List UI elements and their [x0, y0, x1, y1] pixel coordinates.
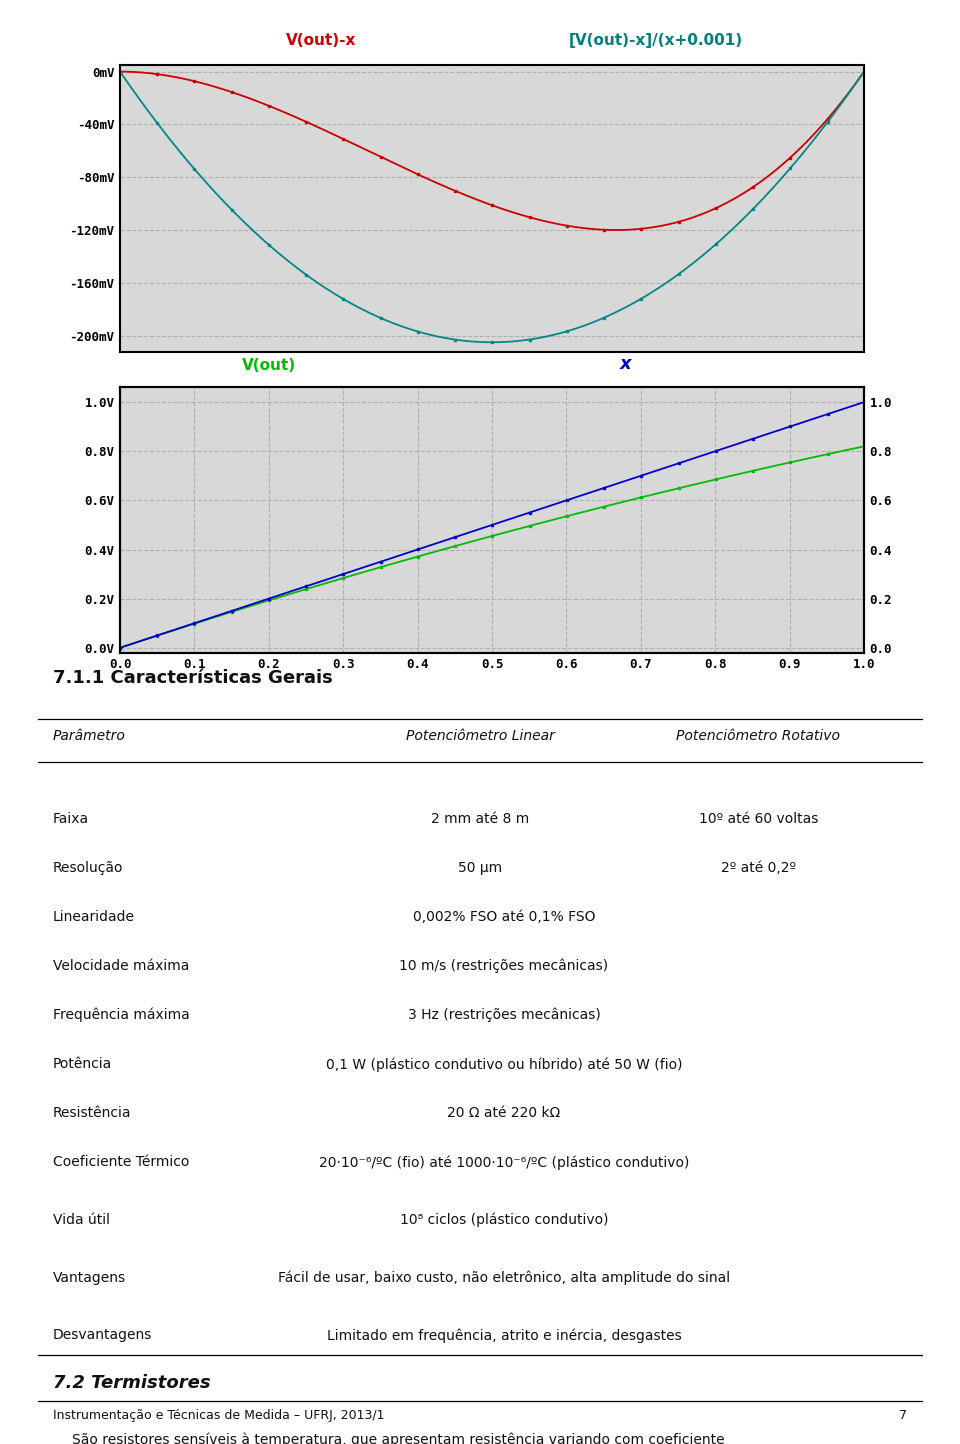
Text: Resolução: Resolução	[53, 861, 123, 875]
Text: Linearidade: Linearidade	[53, 910, 134, 924]
Text: Frequência máxima: Frequência máxima	[53, 1008, 189, 1022]
Text: Desvantagens: Desvantagens	[53, 1328, 153, 1343]
Text: 3 Hz (restrições mecânicas): 3 Hz (restrições mecânicas)	[408, 1008, 600, 1022]
Text: Vida útil: Vida útil	[53, 1213, 109, 1227]
Text: 20 Ω até 220 kΩ: 20 Ω até 220 kΩ	[447, 1106, 561, 1121]
Text: V(out)-x: V(out)-x	[286, 33, 356, 48]
Text: Potenciômetro Linear: Potenciômetro Linear	[405, 729, 555, 744]
Text: 0,002% FSO até 0,1% FSO: 0,002% FSO até 0,1% FSO	[413, 910, 595, 924]
Text: Potência: Potência	[53, 1057, 112, 1071]
Text: Resistência: Resistência	[53, 1106, 132, 1121]
Text: 50 μm: 50 μm	[458, 861, 502, 875]
Text: Potenciômetro Rotativo: Potenciômetro Rotativo	[677, 729, 840, 744]
Text: 10⁸ ciclos (plástico condutivo): 10⁸ ciclos (plástico condutivo)	[399, 1213, 609, 1227]
Text: 7.1.1 Características Gerais: 7.1.1 Características Gerais	[53, 669, 332, 686]
Text: Coeficiente Térmico: Coeficiente Térmico	[53, 1155, 189, 1170]
Text: Fácil de usar, baixo custo, não eletrônico, alta amplitude do sinal: Fácil de usar, baixo custo, não eletrôni…	[278, 1271, 730, 1285]
Text: Faixa: Faixa	[53, 812, 89, 826]
Text: x: x	[620, 355, 632, 373]
Text: V(out): V(out)	[242, 358, 296, 373]
Text: 10º até 60 voltas: 10º até 60 voltas	[699, 812, 818, 826]
Text: Limitado em frequência, atrito e inércia, desgastes: Limitado em frequência, atrito e inércia…	[326, 1328, 682, 1343]
Text: Parâmetro: Parâmetro	[53, 729, 126, 744]
Text: 0,1 W (plástico condutivo ou híbrido) até 50 W (fio): 0,1 W (plástico condutivo ou híbrido) at…	[325, 1057, 683, 1071]
Text: São resistores sensíveis à temperatura, que apresentam resistência variando com : São resistores sensíveis à temperatura, …	[72, 1432, 725, 1444]
Text: Velocidade máxima: Velocidade máxima	[53, 959, 189, 973]
Text: 2º até 0,2º: 2º até 0,2º	[721, 861, 796, 875]
Text: [V(out)-x]/(x+0.001): [V(out)-x]/(x+0.001)	[568, 33, 743, 48]
Text: 7: 7	[900, 1409, 907, 1422]
Text: 10 m/s (restrições mecânicas): 10 m/s (restrições mecânicas)	[399, 959, 609, 973]
Text: Vantagens: Vantagens	[53, 1271, 126, 1285]
Text: 20·10⁻⁶/ºC (fio) até 1000·10⁻⁶/ºC (plástico condutivo): 20·10⁻⁶/ºC (fio) até 1000·10⁻⁶/ºC (plást…	[319, 1155, 689, 1170]
Text: Instrumentação e Técnicas de Medida – UFRJ, 2013/1: Instrumentação e Técnicas de Medida – UF…	[53, 1409, 384, 1422]
Text: 7.2 Termistores: 7.2 Termistores	[53, 1375, 210, 1392]
Text: 2 mm até 8 m: 2 mm até 8 m	[431, 812, 529, 826]
